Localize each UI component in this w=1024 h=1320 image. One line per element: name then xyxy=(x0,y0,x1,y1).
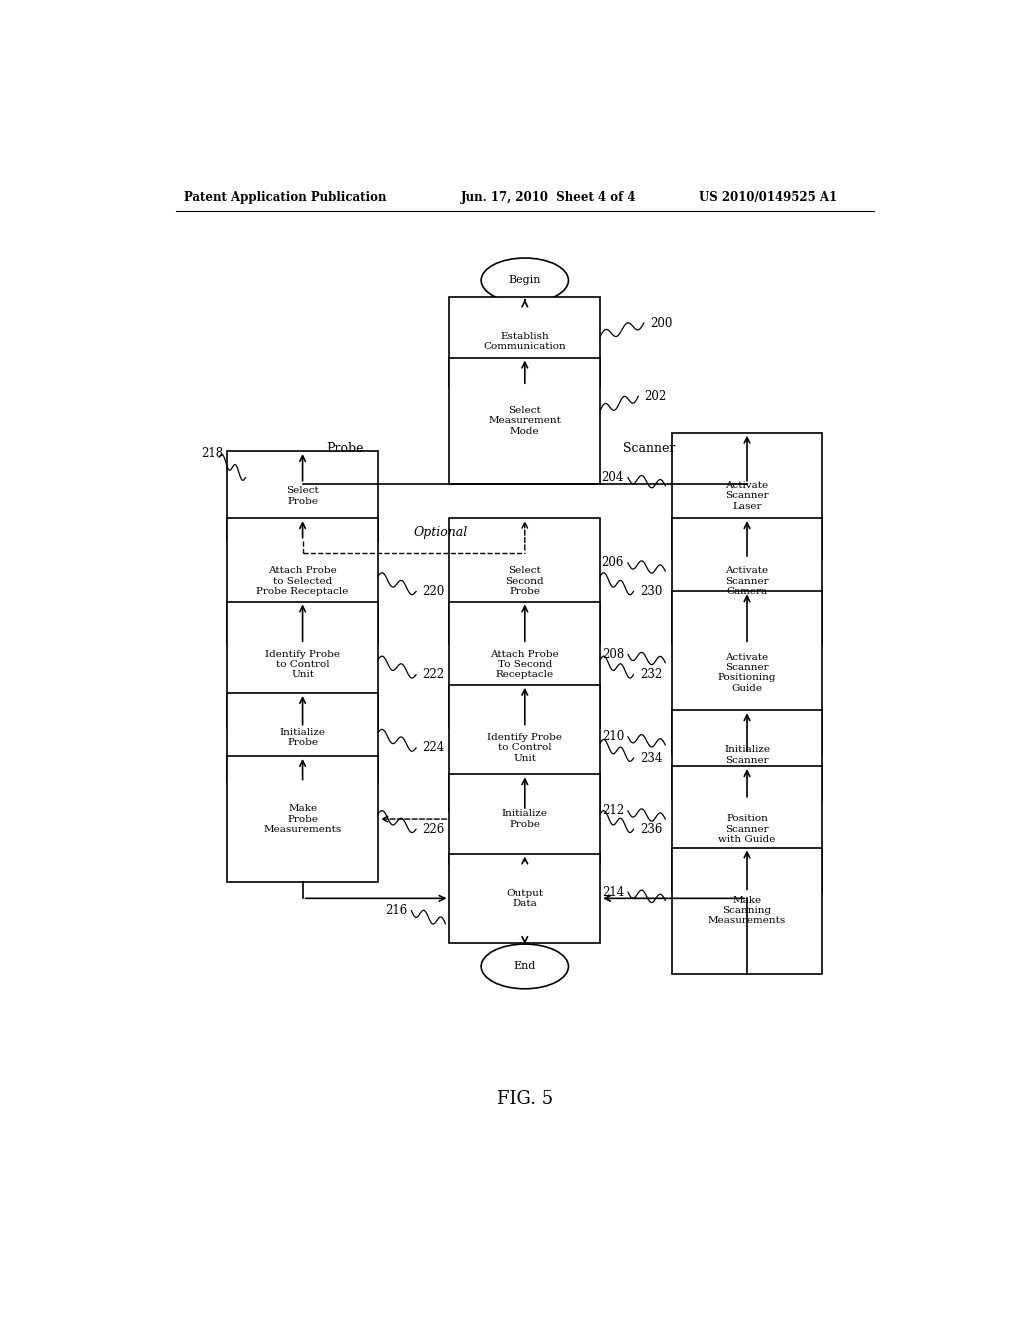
Text: Probe: Probe xyxy=(327,442,364,454)
FancyBboxPatch shape xyxy=(227,602,378,727)
Text: Make
Scanning
Measurements: Make Scanning Measurements xyxy=(708,896,786,925)
Text: Select
Measurement
Mode: Select Measurement Mode xyxy=(488,405,561,436)
FancyBboxPatch shape xyxy=(672,766,822,892)
Text: Establish
Communication: Establish Communication xyxy=(483,331,566,351)
Text: Identify Probe
to Control
Unit: Identify Probe to Control Unit xyxy=(265,649,340,680)
FancyBboxPatch shape xyxy=(450,297,600,385)
Text: Position
Scanner
with Guide: Position Scanner with Guide xyxy=(718,814,776,843)
Text: 232: 232 xyxy=(640,668,663,681)
FancyBboxPatch shape xyxy=(672,710,822,800)
Text: 222: 222 xyxy=(423,668,444,681)
Text: Initialize
Probe: Initialize Probe xyxy=(280,729,326,747)
Text: Identify Probe
to Control
Unit: Identify Probe to Control Unit xyxy=(487,733,562,763)
Text: 234: 234 xyxy=(640,751,663,764)
FancyBboxPatch shape xyxy=(672,591,822,754)
Text: 214: 214 xyxy=(602,886,624,899)
Text: 218: 218 xyxy=(201,446,223,459)
Text: 230: 230 xyxy=(640,585,663,598)
FancyBboxPatch shape xyxy=(227,693,378,783)
FancyBboxPatch shape xyxy=(672,847,822,974)
Text: Begin: Begin xyxy=(509,276,541,285)
Text: 206: 206 xyxy=(602,557,624,569)
Text: Scanner: Scanner xyxy=(624,442,676,454)
Text: 220: 220 xyxy=(423,585,444,598)
FancyBboxPatch shape xyxy=(672,433,822,558)
Text: Jun. 17, 2010  Sheet 4 of 4: Jun. 17, 2010 Sheet 4 of 4 xyxy=(461,190,637,203)
Text: Optional: Optional xyxy=(414,525,468,539)
Text: 204: 204 xyxy=(602,471,624,484)
Text: 200: 200 xyxy=(650,317,673,330)
Text: 236: 236 xyxy=(640,822,663,836)
FancyBboxPatch shape xyxy=(227,451,378,541)
Text: FIG. 5: FIG. 5 xyxy=(497,1089,553,1107)
Text: End: End xyxy=(514,961,536,972)
Text: 216: 216 xyxy=(385,904,408,917)
Text: US 2010/0149525 A1: US 2010/0149525 A1 xyxy=(699,190,838,203)
Text: Attach Probe
to Selected
Probe Receptacle: Attach Probe to Selected Probe Receptacl… xyxy=(256,566,349,597)
Text: Activate
Scanner
Laser: Activate Scanner Laser xyxy=(725,480,769,511)
Ellipse shape xyxy=(481,944,568,989)
Text: 202: 202 xyxy=(645,389,667,403)
Text: 226: 226 xyxy=(423,822,444,836)
Text: Initialize
Probe: Initialize Probe xyxy=(502,809,548,829)
Text: Activate
Scanner
Positioning
Guide: Activate Scanner Positioning Guide xyxy=(718,652,776,693)
Text: Make
Probe
Measurements: Make Probe Measurements xyxy=(263,804,342,834)
FancyBboxPatch shape xyxy=(450,685,600,810)
FancyBboxPatch shape xyxy=(450,775,600,863)
Text: Attach Probe
To Second
Receptacle: Attach Probe To Second Receptacle xyxy=(490,649,559,680)
FancyBboxPatch shape xyxy=(450,602,600,727)
Text: Patent Application Publication: Patent Application Publication xyxy=(183,190,386,203)
Text: 224: 224 xyxy=(423,742,444,755)
Text: Output
Data: Output Data xyxy=(506,888,544,908)
Text: 212: 212 xyxy=(602,804,624,817)
FancyBboxPatch shape xyxy=(450,519,600,644)
Text: 210: 210 xyxy=(602,730,624,743)
FancyBboxPatch shape xyxy=(672,519,822,644)
Text: Initialize
Scanner: Initialize Scanner xyxy=(724,746,770,764)
Text: 208: 208 xyxy=(602,648,624,661)
Text: Select
Probe: Select Probe xyxy=(287,486,318,506)
Ellipse shape xyxy=(481,257,568,302)
FancyBboxPatch shape xyxy=(450,854,600,942)
Text: Activate
Scanner
Camera: Activate Scanner Camera xyxy=(725,566,769,597)
FancyBboxPatch shape xyxy=(450,358,600,483)
Text: Select
Second
Probe: Select Second Probe xyxy=(506,566,544,597)
FancyBboxPatch shape xyxy=(227,519,378,644)
FancyBboxPatch shape xyxy=(227,756,378,882)
